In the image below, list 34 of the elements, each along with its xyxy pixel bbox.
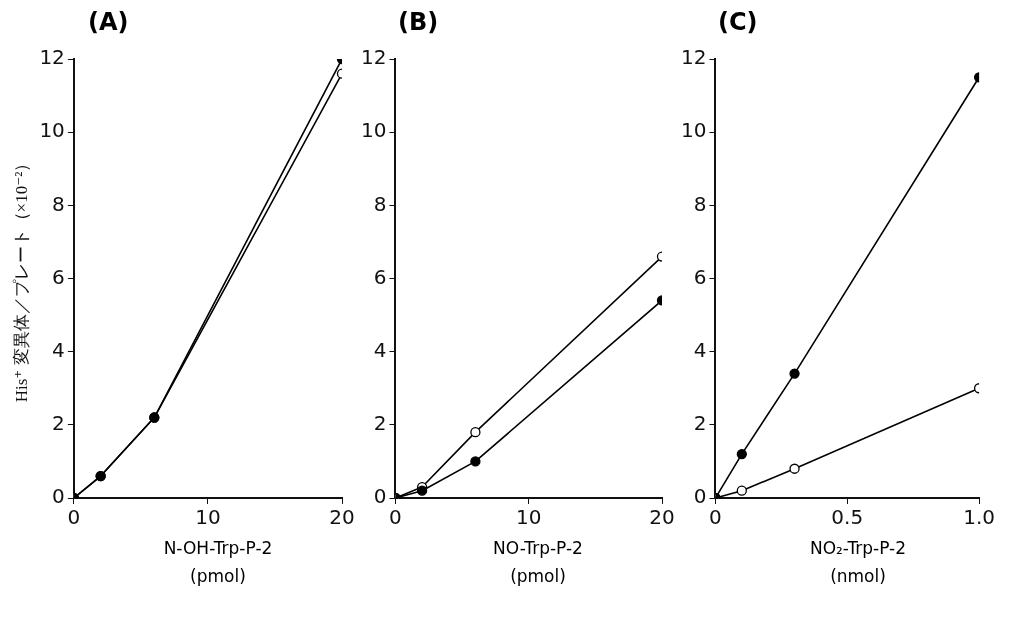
- x-tick-label: 20: [649, 505, 675, 530]
- chart-title: (B): [398, 8, 439, 38]
- y-tick-label: 10: [361, 118, 387, 143]
- chart-title: (A): [88, 8, 129, 38]
- y-tick-label: 6: [693, 264, 707, 289]
- y-tick-label: 8: [693, 191, 707, 216]
- y-tick-label: 8: [373, 191, 387, 216]
- x-tick-label: 10: [516, 505, 542, 530]
- y-tick-label: 4: [52, 337, 65, 362]
- x-axis-title: NO-Trp-P-2 (pmol): [493, 537, 583, 588]
- x-tick-label: 1.0: [963, 505, 995, 530]
- x-tick-label: 10: [195, 505, 221, 530]
- y-tick-label: 10: [681, 118, 707, 143]
- y-tick-label: 0: [693, 484, 707, 509]
- y-tick-label: 12: [681, 45, 707, 70]
- y-tick-label: 6: [373, 264, 387, 289]
- y-tick-label: 2: [52, 411, 65, 436]
- x-tick-label: 0.5: [831, 505, 864, 530]
- x-axis-title: NO₂-Trp-P-2 (nmol): [809, 537, 907, 588]
- y-tick-label: 2: [373, 411, 387, 436]
- chart-title: (C): [718, 8, 758, 38]
- y-tick-label: 10: [39, 118, 65, 143]
- y-tick-label: 6: [52, 264, 65, 289]
- x-axis-title: N-OH-Trp-P-2 (pmol): [163, 537, 273, 588]
- y-tick-label: 12: [39, 45, 65, 70]
- x-tick-label: 20: [329, 505, 355, 530]
- y-tick-label: 4: [373, 337, 387, 362]
- y-axis-title: His⁺ 変異体／プレート（×10⁻²）: [11, 154, 31, 403]
- y-tick-label: 12: [361, 45, 387, 70]
- y-tick-label: 2: [693, 411, 707, 436]
- y-tick-label: 8: [52, 191, 65, 216]
- y-tick-label: 0: [52, 484, 65, 509]
- y-tick-label: 0: [373, 484, 387, 509]
- y-tick-label: 4: [693, 337, 707, 362]
